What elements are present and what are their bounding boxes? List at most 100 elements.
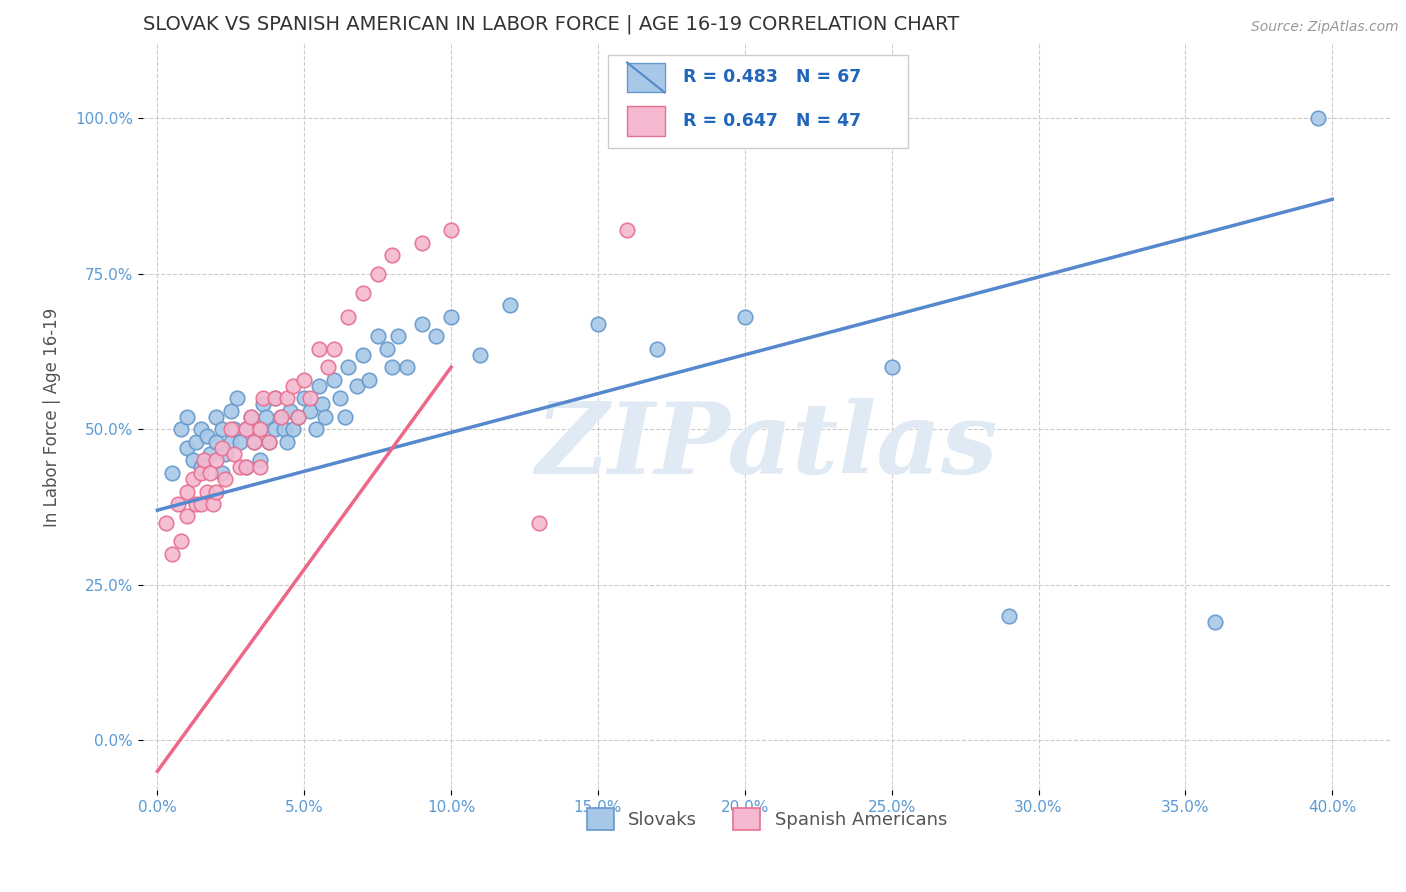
Point <box>734 310 756 325</box>
Point <box>249 453 271 467</box>
Point <box>375 342 398 356</box>
Point <box>1306 112 1329 126</box>
Point <box>160 466 183 480</box>
Point <box>352 348 374 362</box>
Point <box>264 422 287 436</box>
Point <box>292 391 315 405</box>
Point <box>176 409 198 424</box>
FancyBboxPatch shape <box>609 55 908 148</box>
Point <box>299 403 322 417</box>
Point <box>170 534 193 549</box>
Point <box>411 317 433 331</box>
Point <box>322 342 344 356</box>
Bar <box>627 106 665 136</box>
Point <box>270 409 292 424</box>
Point <box>273 422 295 436</box>
Point <box>278 403 301 417</box>
Point <box>1204 615 1226 629</box>
Point <box>240 409 263 424</box>
Point <box>276 391 298 405</box>
Point <box>328 391 350 405</box>
Point <box>440 223 463 237</box>
Point <box>202 497 225 511</box>
Point <box>235 459 257 474</box>
Text: Source: ZipAtlas.com: Source: ZipAtlas.com <box>1251 20 1399 34</box>
Point <box>281 379 304 393</box>
Point <box>211 466 233 480</box>
Point <box>586 317 609 331</box>
Point <box>314 409 336 424</box>
Point <box>170 422 193 436</box>
Point <box>195 428 218 442</box>
Point <box>240 409 263 424</box>
Point <box>228 459 250 474</box>
Point <box>254 409 277 424</box>
Point <box>299 391 322 405</box>
Point <box>352 285 374 300</box>
Point <box>214 447 236 461</box>
Point <box>276 434 298 449</box>
Point <box>411 235 433 250</box>
Point <box>252 397 274 411</box>
Point <box>249 422 271 436</box>
Point <box>335 409 357 424</box>
Legend: Slovaks, Spanish Americans: Slovaks, Spanish Americans <box>579 800 955 837</box>
Point <box>219 403 242 417</box>
Point <box>470 348 492 362</box>
Point <box>264 391 287 405</box>
Point <box>287 409 309 424</box>
Point <box>311 397 333 411</box>
Point <box>155 516 177 530</box>
Point <box>257 434 280 449</box>
Point <box>235 422 257 436</box>
Point <box>529 516 551 530</box>
Point <box>281 422 304 436</box>
Point <box>346 379 368 393</box>
Point <box>337 310 360 325</box>
Point <box>193 453 215 467</box>
Text: R = 0.483   N = 67: R = 0.483 N = 67 <box>683 69 862 87</box>
Point <box>243 434 266 449</box>
Bar <box>627 62 665 93</box>
Point <box>205 434 228 449</box>
Point <box>190 422 212 436</box>
Point <box>308 379 330 393</box>
Point <box>214 472 236 486</box>
Point <box>440 310 463 325</box>
Point <box>381 360 404 375</box>
Point <box>205 409 228 424</box>
Point <box>257 434 280 449</box>
Point <box>225 391 247 405</box>
Point <box>235 459 257 474</box>
Point <box>176 509 198 524</box>
Point <box>181 453 204 467</box>
Point <box>243 434 266 449</box>
Text: SLOVAK VS SPANISH AMERICAN IN LABOR FORCE | AGE 16-19 CORRELATION CHART: SLOVAK VS SPANISH AMERICAN IN LABOR FORC… <box>143 15 959 35</box>
Point <box>222 447 245 461</box>
Point <box>367 329 389 343</box>
Point <box>322 373 344 387</box>
Point <box>190 466 212 480</box>
Text: R = 0.647   N = 47: R = 0.647 N = 47 <box>683 112 862 129</box>
Point <box>316 360 339 375</box>
Point <box>205 484 228 499</box>
Point <box>184 434 207 449</box>
Point <box>195 484 218 499</box>
Point <box>880 360 903 375</box>
Point <box>167 497 190 511</box>
Point <box>270 409 292 424</box>
Point <box>228 434 250 449</box>
Point <box>387 329 409 343</box>
Point <box>200 466 222 480</box>
Point <box>176 484 198 499</box>
Point <box>998 608 1021 623</box>
Point <box>616 223 638 237</box>
Point <box>264 391 287 405</box>
Point <box>308 342 330 356</box>
Point <box>222 422 245 436</box>
Point <box>305 422 328 436</box>
Point <box>211 441 233 455</box>
Point <box>176 441 198 455</box>
Point <box>190 497 212 511</box>
Point <box>396 360 419 375</box>
